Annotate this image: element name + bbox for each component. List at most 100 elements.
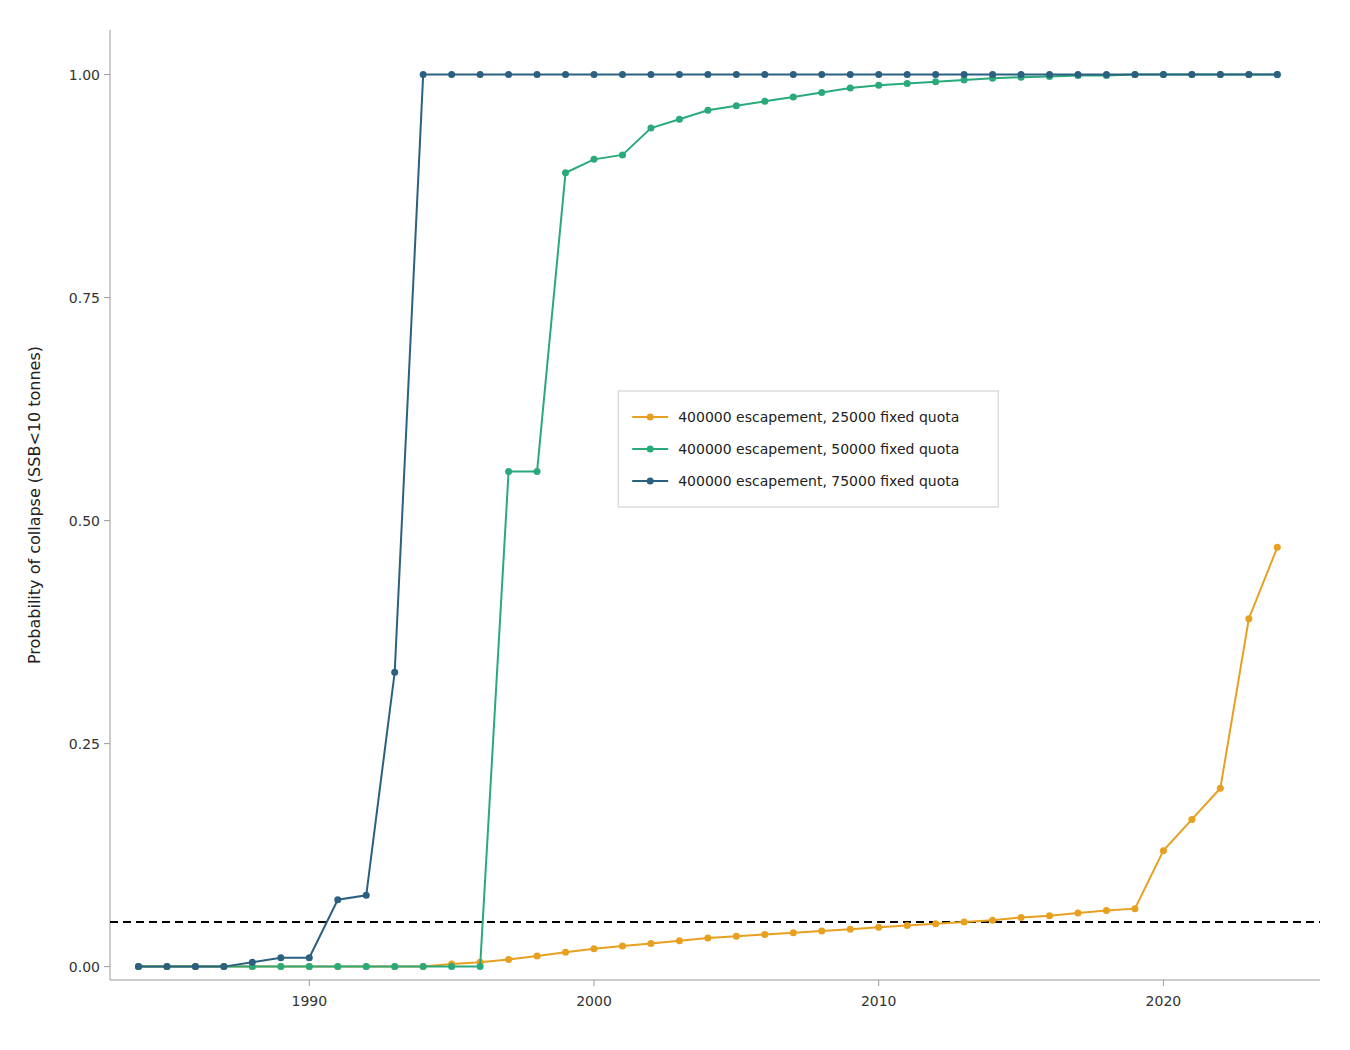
point (733, 71, 740, 78)
point (220, 963, 227, 970)
point (534, 952, 541, 959)
point (1274, 71, 1281, 78)
reference-line (110, 921, 1320, 923)
point (477, 71, 484, 78)
point (904, 80, 911, 87)
point (704, 935, 711, 942)
point (761, 931, 768, 938)
point (875, 924, 882, 931)
x-axis-line (110, 980, 1320, 981)
point (135, 963, 142, 970)
point (1046, 912, 1053, 919)
y-axis-label: Probability of collapse (SSB<10 tonnes) (25, 346, 44, 664)
y-tick-label: 0.50 (69, 513, 100, 529)
point (391, 963, 398, 970)
point (847, 84, 854, 91)
background (0, 0, 1350, 1050)
point (1018, 914, 1025, 921)
point (534, 71, 541, 78)
x-tick-label: 2010 (861, 993, 897, 1009)
point (733, 102, 740, 109)
point (562, 169, 569, 176)
x-tick-label: 2000 (576, 993, 612, 1009)
legend-label: 400000 escapement, 75000 fixed quota (678, 473, 959, 489)
y-tick (104, 74, 110, 75)
point (875, 71, 882, 78)
point (619, 151, 626, 158)
point (1188, 816, 1195, 823)
point (790, 71, 797, 78)
point (704, 71, 711, 78)
axes: 19902000201020200.000.250.500.751.00 (69, 30, 1320, 1009)
point (505, 956, 512, 963)
point (334, 963, 341, 970)
point (676, 116, 683, 123)
point (761, 98, 768, 105)
point (562, 949, 569, 956)
point (932, 71, 939, 78)
x-tick (1163, 980, 1164, 986)
point (1245, 71, 1252, 78)
point (163, 963, 170, 970)
point (192, 963, 199, 970)
point (562, 71, 569, 78)
x-tick-label: 1990 (291, 993, 327, 1009)
y-tick (104, 297, 110, 298)
legend-label: 400000 escapement, 50000 fixed quota (678, 441, 959, 457)
point (1131, 71, 1138, 78)
x-tick (878, 980, 879, 986)
point (790, 93, 797, 100)
point (676, 71, 683, 78)
point (306, 954, 313, 961)
legend-marker (647, 414, 654, 421)
point (591, 945, 598, 952)
point (1103, 907, 1110, 914)
point (391, 669, 398, 676)
y-tick-label: 0.25 (69, 736, 100, 752)
point (647, 125, 654, 132)
point (961, 919, 968, 926)
point (220, 963, 227, 970)
point (1217, 785, 1224, 792)
series-line (138, 75, 1277, 967)
point (249, 959, 256, 966)
legend: 400000 escapement, 25000 fixed quota4000… (618, 391, 998, 507)
y-tick (104, 966, 110, 967)
y-tick-label: 1.00 (69, 67, 100, 83)
point (363, 963, 370, 970)
point (1160, 71, 1167, 78)
point (619, 943, 626, 950)
point (420, 963, 427, 970)
point (733, 933, 740, 940)
y-tick-label: 0.75 (69, 290, 100, 306)
point (847, 71, 854, 78)
point (1075, 71, 1082, 78)
point (961, 71, 968, 78)
legend-frame (618, 391, 998, 507)
point (1274, 544, 1281, 551)
legend-marker (647, 446, 654, 453)
point (1018, 71, 1025, 78)
point (875, 82, 882, 89)
point (818, 927, 825, 934)
point (1188, 71, 1195, 78)
point (1217, 71, 1224, 78)
point (704, 107, 711, 114)
y-tick (104, 743, 110, 744)
point (1245, 615, 1252, 622)
point (220, 963, 227, 970)
point (420, 963, 427, 970)
point (448, 71, 455, 78)
point (989, 71, 996, 78)
point (192, 963, 199, 970)
point (277, 954, 284, 961)
point (1160, 71, 1167, 78)
series-line (138, 75, 1277, 967)
point (163, 963, 170, 970)
y-tick-label: 0.00 (69, 959, 100, 975)
point (277, 963, 284, 970)
point (619, 71, 626, 78)
chart: 19902000201020200.000.250.500.751.00Prob… (0, 0, 1350, 1050)
point (363, 963, 370, 970)
point (192, 963, 199, 970)
